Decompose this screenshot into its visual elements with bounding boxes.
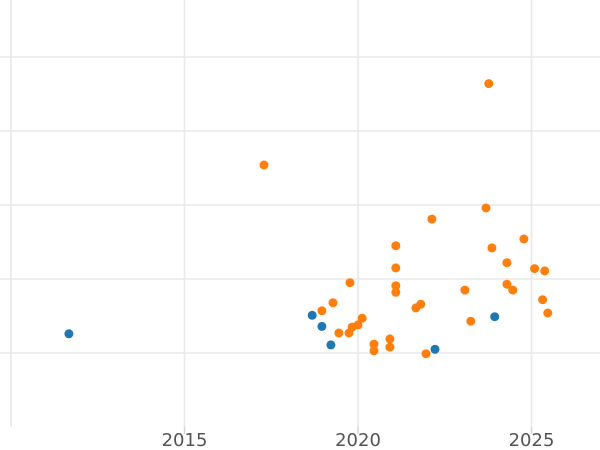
data-point-orange	[540, 266, 550, 276]
data-point-orange	[519, 234, 529, 244]
x-tick-label: 2025	[509, 430, 555, 450]
data-point-orange	[317, 306, 327, 316]
data-point-orange	[391, 281, 401, 291]
data-point-orange	[484, 79, 494, 89]
data-point-orange	[385, 342, 395, 352]
data-point-orange	[259, 160, 269, 170]
data-point-orange	[369, 339, 379, 349]
data-point-orange	[538, 295, 548, 305]
data-point-orange	[369, 346, 379, 356]
data-point-orange	[421, 349, 431, 359]
data-point-orange	[345, 278, 355, 288]
data-point-blue	[430, 344, 440, 354]
data-point-orange	[334, 328, 344, 338]
data-point-orange	[502, 279, 512, 289]
data-point-orange	[460, 285, 470, 295]
data-point-orange	[416, 299, 426, 309]
data-point-orange	[357, 313, 367, 323]
data-point-orange	[466, 316, 476, 326]
data-point-orange	[427, 214, 437, 224]
data-point-orange	[543, 308, 553, 318]
data-point-blue	[326, 340, 336, 350]
data-point-orange	[391, 287, 401, 297]
data-point-orange	[487, 243, 497, 253]
data-point-blue	[64, 329, 74, 339]
data-point-orange	[391, 241, 401, 251]
data-point-orange	[530, 264, 540, 274]
data-point-orange	[481, 203, 491, 213]
data-point-orange	[391, 263, 401, 273]
data-point-blue	[317, 321, 327, 331]
data-point-orange	[353, 320, 363, 330]
data-point-orange	[385, 334, 395, 344]
data-point-orange	[502, 258, 512, 268]
x-tick-label: 2015	[162, 430, 208, 450]
data-point-orange	[328, 298, 338, 308]
data-point-orange	[508, 285, 518, 295]
data-point-blue	[490, 312, 500, 322]
data-point-blue	[307, 310, 317, 320]
x-tick-label: 2020	[335, 430, 381, 450]
